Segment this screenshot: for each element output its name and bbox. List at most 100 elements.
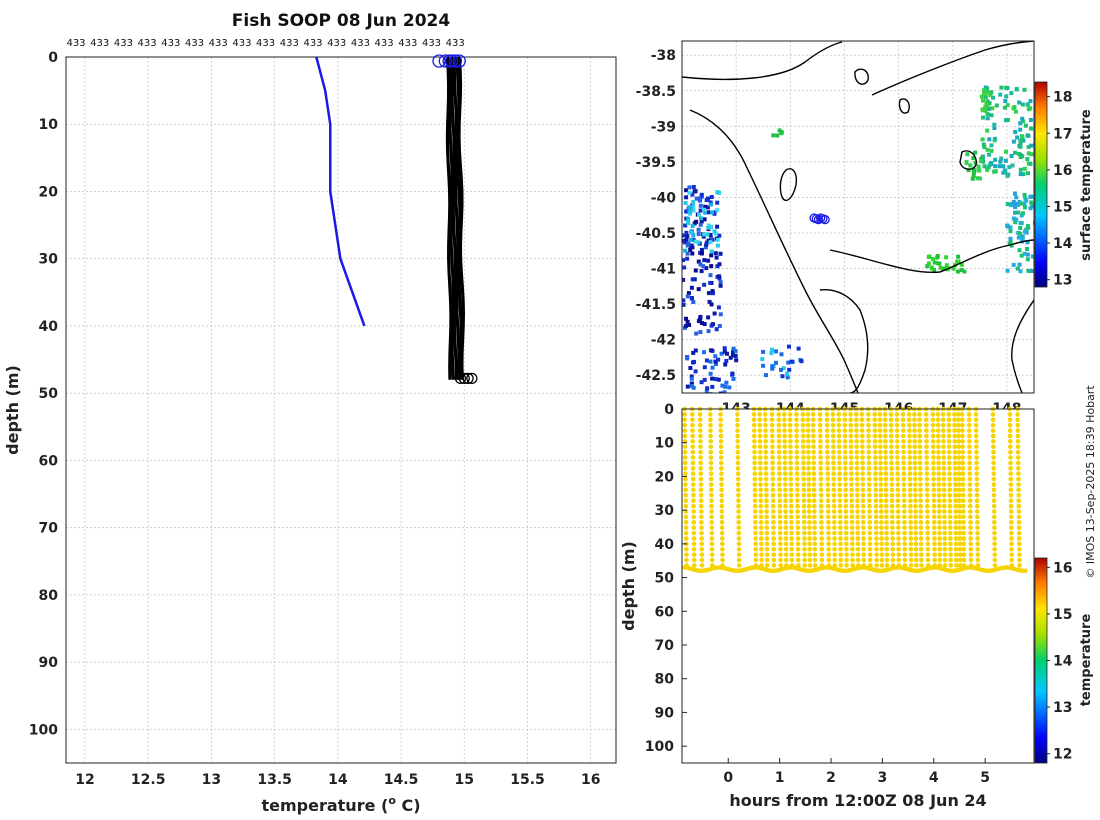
measurement-point: [802, 552, 807, 557]
sst-pixel: [682, 258, 685, 263]
cast-count-label: 433: [398, 38, 417, 49]
measurement-point: [967, 449, 972, 455]
measurement-point: [901, 449, 906, 455]
measurement-point: [719, 536, 725, 541]
measurement-point: [782, 455, 788, 460]
sst-pixel: [693, 239, 698, 244]
measurement-point: [783, 525, 789, 530]
measurement-point: [759, 546, 764, 552]
measurement-point: [942, 530, 947, 536]
measurement-point: [818, 466, 824, 471]
sst-pixel: [774, 360, 778, 365]
sst-pixel: [771, 133, 776, 138]
measurement-point: [842, 422, 848, 428]
measurement-point: [975, 519, 980, 525]
sst-pixel: [682, 298, 686, 303]
measurement-point: [759, 541, 764, 547]
measurement-point: [826, 536, 831, 541]
sst-pixel: [1011, 262, 1016, 267]
sst-pixel: [796, 346, 801, 351]
measurement-point: [763, 466, 769, 471]
measurement-point: [975, 541, 980, 547]
measurement-point: [801, 482, 807, 487]
sst-pixel: [689, 296, 694, 300]
measurement-point: [777, 525, 783, 530]
measurement-point: [952, 460, 958, 466]
measurement-point: [936, 449, 941, 455]
measurement-point: [860, 509, 866, 514]
sst-pixel: [699, 216, 703, 221]
measurement-point: [683, 466, 688, 471]
measurement-point: [789, 557, 795, 563]
timeseries-y-tick-label: 0: [664, 402, 674, 418]
measurement-point: [959, 422, 965, 428]
measurement-point: [860, 487, 866, 493]
sst-pixel: [713, 359, 718, 364]
measurement-point: [690, 439, 695, 444]
sst-pixel: [988, 93, 993, 98]
measurement-point: [807, 563, 813, 568]
profile-y-axis-label: depth (m): [3, 365, 22, 455]
measurement-point: [769, 412, 775, 417]
sst-pixel: [964, 160, 969, 165]
measurement-point: [878, 449, 883, 455]
measurement-point: [826, 541, 831, 547]
sst-pixel: [785, 375, 790, 380]
measurement-point: [692, 563, 697, 568]
measurement-point: [855, 514, 860, 520]
measurement-point: [957, 563, 963, 568]
measurement-point: [861, 557, 867, 563]
measurement-point: [801, 460, 806, 466]
measurement-point: [918, 509, 924, 514]
measurement-point: [941, 487, 947, 493]
measurement-point: [826, 525, 831, 530]
measurement-point: [782, 428, 787, 433]
sst-pixel: [770, 347, 774, 352]
sst-pixel: [701, 264, 706, 269]
measurement-point: [895, 509, 901, 514]
measurement-point: [884, 519, 889, 525]
measurement-point: [850, 546, 855, 552]
mainland-coast: [682, 41, 843, 81]
measurement-point: [957, 541, 963, 547]
measurement-point: [842, 417, 848, 423]
sst-pixel: [1011, 200, 1016, 204]
measurement-point: [960, 444, 965, 450]
measurement-point: [783, 536, 789, 541]
measurement-point: [901, 466, 907, 471]
sst-pixel: [1013, 109, 1018, 114]
measurement-point: [844, 557, 849, 563]
sst-pixel: [1032, 220, 1034, 225]
sst-pixel: [689, 243, 694, 248]
measurement-point: [948, 552, 953, 557]
measurement-point: [959, 417, 965, 423]
measurement-point: [782, 482, 788, 487]
measurement-point: [953, 498, 958, 504]
measurement-point: [844, 563, 849, 568]
measurement-point: [824, 412, 830, 417]
temperature-colorbar-label: temperature: [1079, 614, 1094, 707]
measurement-point: [770, 509, 776, 514]
measurement-point: [811, 455, 816, 460]
measurement-point: [777, 466, 782, 471]
sst-pixel: [999, 85, 1004, 90]
measurement-point: [806, 498, 812, 504]
measurement-point: [991, 476, 997, 482]
measurement-point: [957, 525, 963, 530]
measurement-point: [771, 519, 776, 525]
measurement-point: [935, 428, 941, 433]
measurement-point: [968, 514, 973, 520]
measurement-point: [913, 541, 919, 547]
profile-y-tick-label: 70: [39, 521, 59, 537]
sst-pixel: [689, 374, 694, 379]
measurement-point: [709, 525, 715, 530]
measurement-point: [735, 422, 740, 428]
sst-pixel: [706, 329, 711, 334]
measurement-point: [1017, 541, 1022, 547]
measurement-point: [878, 498, 884, 504]
sst-pixel: [983, 108, 988, 113]
measurement-point: [794, 460, 800, 466]
measurement-point: [889, 455, 894, 460]
measurement-point: [736, 563, 742, 568]
